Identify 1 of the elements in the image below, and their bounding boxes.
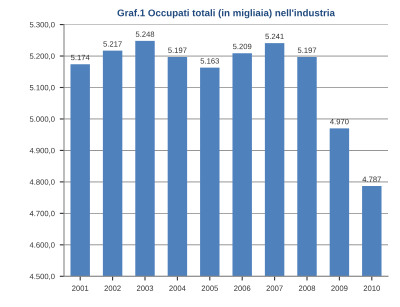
chart-title: Graf.1 Occupati totali (in migliaia) nell'industria	[117, 9, 335, 18]
